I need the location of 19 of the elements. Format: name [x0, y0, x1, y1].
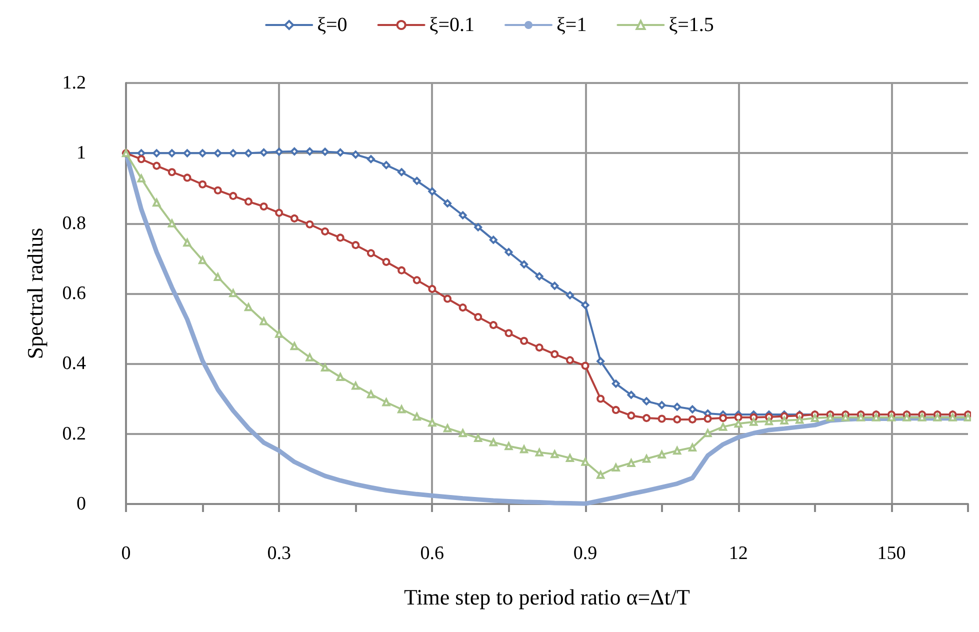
x-axis-title: Time step to period ratio α=Δt/T [404, 584, 691, 610]
x-tick-label: 0 [121, 543, 131, 564]
legend-label: ξ=0.1 [429, 14, 475, 36]
y-axis-title: Spectral radius [22, 228, 48, 360]
x-tick-label: 0.6 [420, 543, 444, 564]
x-tick-label: 0.3 [267, 543, 291, 564]
y-tick-label: 0.2 [62, 423, 86, 444]
y-tick-label: 0 [76, 494, 86, 514]
y-tick-label: 1 [76, 142, 86, 164]
y-tick-label: 0.6 [62, 283, 86, 304]
legend-label: ξ=1.5 [668, 14, 714, 36]
legend-label: ξ=0 [317, 14, 348, 36]
y-tick-label: 0.8 [62, 212, 86, 234]
x-tick-label: 12 [728, 543, 748, 564]
x-tick-label: 0.9 [573, 543, 598, 564]
y-tick-label: 1.2 [62, 72, 86, 94]
y-tick-label: 0.4 [62, 353, 86, 374]
legend-label: ξ=1 [556, 14, 587, 36]
x-tick-label: 150 [877, 543, 906, 564]
